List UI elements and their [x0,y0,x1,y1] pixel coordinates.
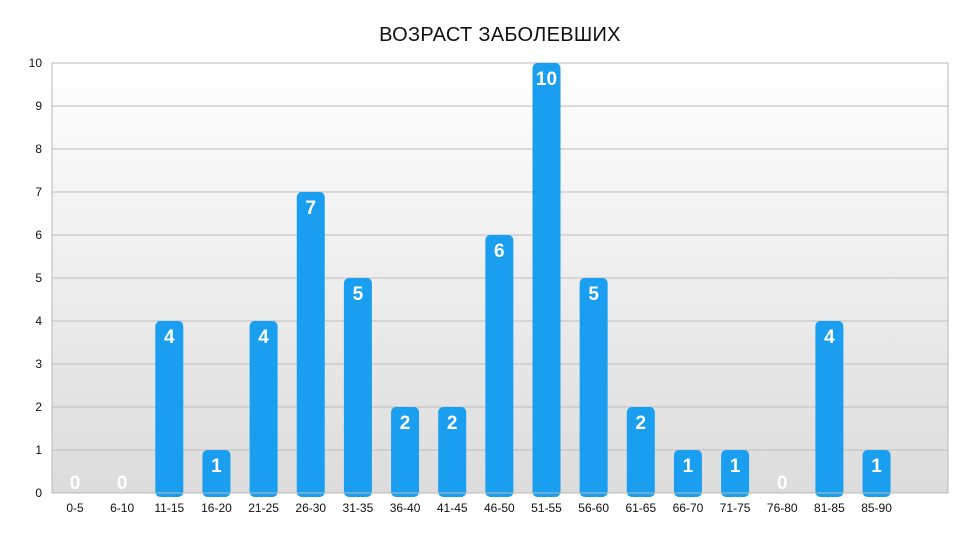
bar [249,321,278,497]
bar [391,407,420,497]
bar-value-label: 4 [164,327,175,348]
bar-value-label: 7 [305,198,316,219]
y-tick-label: 5 [35,271,42,285]
bar [343,278,372,497]
bar [862,450,891,497]
bar-value-label: 5 [588,284,599,305]
y-axis-ticks: 0 1 2 3 4 5 6 7 8 9 10 [29,56,43,500]
bar-value-label: 2 [400,413,411,434]
bar-value-label: 4 [258,327,269,348]
bar-value-label: 5 [353,284,364,305]
x-tick-label: 16-20 [201,501,232,515]
y-tick-label: 4 [35,314,42,328]
bar-value-label: 6 [494,241,505,262]
x-tick-label: 56-60 [578,501,609,515]
bar-value-label: 10 [536,69,557,90]
y-tick-label: 9 [35,99,42,113]
x-tick-label: 51-55 [531,501,562,515]
bar [485,235,514,497]
x-tick-label: 71-75 [720,501,751,515]
bar-value-label: 1 [211,456,222,477]
x-axis-ticks: 0-5 6-10 11-15 16-20 21-25 26-30 31-35 36-40 41-… [66,501,892,515]
y-tick-label: 7 [35,185,42,199]
bar [296,192,325,497]
x-tick-label: 81-85 [814,501,845,515]
x-tick-label: 41-45 [437,501,468,515]
y-tick-label: 0 [35,486,42,500]
bar-value-label: 1 [871,456,882,477]
bar-value-label: 4 [824,327,835,348]
y-tick-label: 8 [35,142,42,156]
x-tick-label: 36-40 [390,501,421,515]
x-tick-label: 11-15 [154,501,184,515]
bar [155,321,184,497]
bar-value-label: 2 [447,413,458,434]
x-tick-label: 85-90 [861,501,892,515]
bar [532,63,561,497]
x-tick-label: 76-80 [767,501,798,515]
x-tick-label: 46-50 [484,501,515,515]
bar [815,321,844,497]
bar [579,278,608,497]
bar-value-label: 2 [636,413,647,434]
x-tick-label: 26-30 [295,501,326,515]
bar-value-label: 0 [70,473,81,494]
y-tick-label: 3 [35,357,42,371]
bar-value-label: 0 [777,473,788,494]
bar-value-label: 1 [683,456,694,477]
y-tick-label: 1 [35,443,42,457]
bar [438,407,467,497]
bar-value-label: 0 [117,473,128,494]
x-tick-label: 0-5 [66,501,84,515]
x-tick-label: 21-25 [248,501,279,515]
y-tick-label: 6 [35,228,42,242]
bar [721,450,750,497]
bars [155,63,891,497]
bar-value-label: 1 [730,456,741,477]
x-tick-label: 31-35 [343,501,374,515]
bar [202,450,231,497]
y-tick-label: 2 [35,400,42,414]
chart-title: ВОЗРАСТ ЗАБОЛЕВШИХ [379,24,621,46]
x-tick-label: 61-65 [625,501,656,515]
x-tick-label: 66-70 [673,501,704,515]
x-tick-label: 6-10 [110,501,134,515]
bar [673,450,702,497]
bar [626,407,655,497]
y-tick-label: 10 [29,56,43,70]
